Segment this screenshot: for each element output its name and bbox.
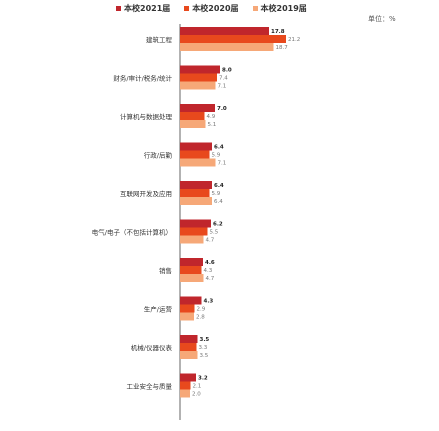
value-label: 7.4 (219, 76, 228, 82)
bar (180, 227, 208, 236)
value-label: 3.3 (199, 345, 208, 351)
bar (180, 381, 191, 390)
value-label: 5.9 (212, 153, 221, 159)
value-label: 6.4 (214, 145, 224, 151)
value-label: 7.1 (218, 161, 227, 167)
legend-label-2019: 本校2019届 (260, 4, 307, 13)
value-label: 3.5 (200, 353, 209, 359)
bar (180, 158, 216, 167)
legend-item-2019: 本校2019届 (252, 3, 307, 14)
value-label: 4.3 (204, 268, 213, 274)
legend-item-2020: 本校2020届 (184, 3, 239, 14)
bar (180, 343, 197, 351)
value-label: 21.2 (288, 37, 300, 43)
value-label: 8.0 (222, 68, 232, 74)
legend-label-2020: 本校2020届 (192, 4, 239, 13)
bar (180, 142, 212, 151)
bar (180, 189, 210, 197)
bar (180, 35, 286, 43)
value-label: 7.0 (217, 106, 227, 112)
legend-item-2021: 本校2021届 (116, 3, 170, 14)
value-label: 5.5 (210, 230, 219, 236)
value-label: 5.1 (208, 122, 217, 128)
category-label: 建筑工程 (146, 35, 173, 44)
bar (180, 296, 202, 305)
bar (180, 389, 190, 398)
bar (180, 73, 217, 82)
bar (180, 266, 202, 274)
unit-label: 单位：% (368, 15, 396, 23)
value-label: 6.4 (214, 199, 223, 205)
bar (180, 219, 211, 228)
bar (180, 373, 196, 382)
value-label: 4.7 (206, 276, 215, 282)
value-label: 6.4 (214, 183, 224, 189)
value-label: 2.1 (193, 384, 202, 390)
bar (180, 351, 198, 359)
category-label: 销售 (159, 266, 172, 275)
category-label: 机械/仪器仪表 (131, 343, 173, 352)
bar (180, 197, 212, 205)
value-label: 5.9 (212, 191, 221, 197)
legend-swatch-2020 (184, 6, 190, 11)
legend: 本校2021届 本校2020届 本校2019届 (116, 3, 307, 14)
category-label: 行政/后勤 (144, 151, 173, 160)
category-label: 电气/电子（不包括计算机） (92, 228, 172, 237)
value-label: 7.1 (218, 84, 227, 90)
legend-swatch-2021 (116, 6, 121, 11)
bar (180, 65, 220, 74)
bar (180, 258, 203, 266)
bar (180, 312, 194, 321)
value-label: 6.2 (213, 222, 223, 228)
value-label: 18.7 (276, 45, 289, 51)
value-label: 3.5 (200, 337, 210, 343)
value-label: 4.6 (205, 260, 215, 266)
legend-label-2021: 本校2021届 (124, 4, 171, 13)
bar (180, 181, 212, 189)
category-label: 生产/运营 (144, 305, 173, 314)
bar (180, 335, 198, 343)
bar (180, 112, 205, 120)
value-label: 2.9 (197, 307, 206, 313)
bar (180, 274, 204, 282)
bar (180, 304, 195, 313)
bar (180, 104, 215, 112)
category-label: 计算机与数据处理 (120, 112, 173, 121)
value-label: 4.3 (204, 299, 214, 305)
bar (180, 235, 204, 244)
value-label: 4.7 (206, 238, 215, 244)
value-label: 17.8 (271, 29, 285, 35)
value-label: 2.0 (192, 392, 201, 398)
value-label: 4.9 (207, 114, 216, 120)
bar (180, 27, 269, 35)
category-label: 工业安全与质量 (127, 382, 173, 391)
category-label: 财务/审计/税务/统计 (113, 74, 172, 83)
category-label: 互联网开发及应用 (120, 189, 172, 198)
bar (180, 150, 210, 159)
bar (180, 81, 216, 90)
value-label: 2.8 (196, 315, 205, 321)
value-label: 3.2 (198, 376, 208, 382)
legend-swatch-2019 (252, 6, 258, 11)
bar (180, 120, 206, 128)
bar (180, 43, 274, 51)
